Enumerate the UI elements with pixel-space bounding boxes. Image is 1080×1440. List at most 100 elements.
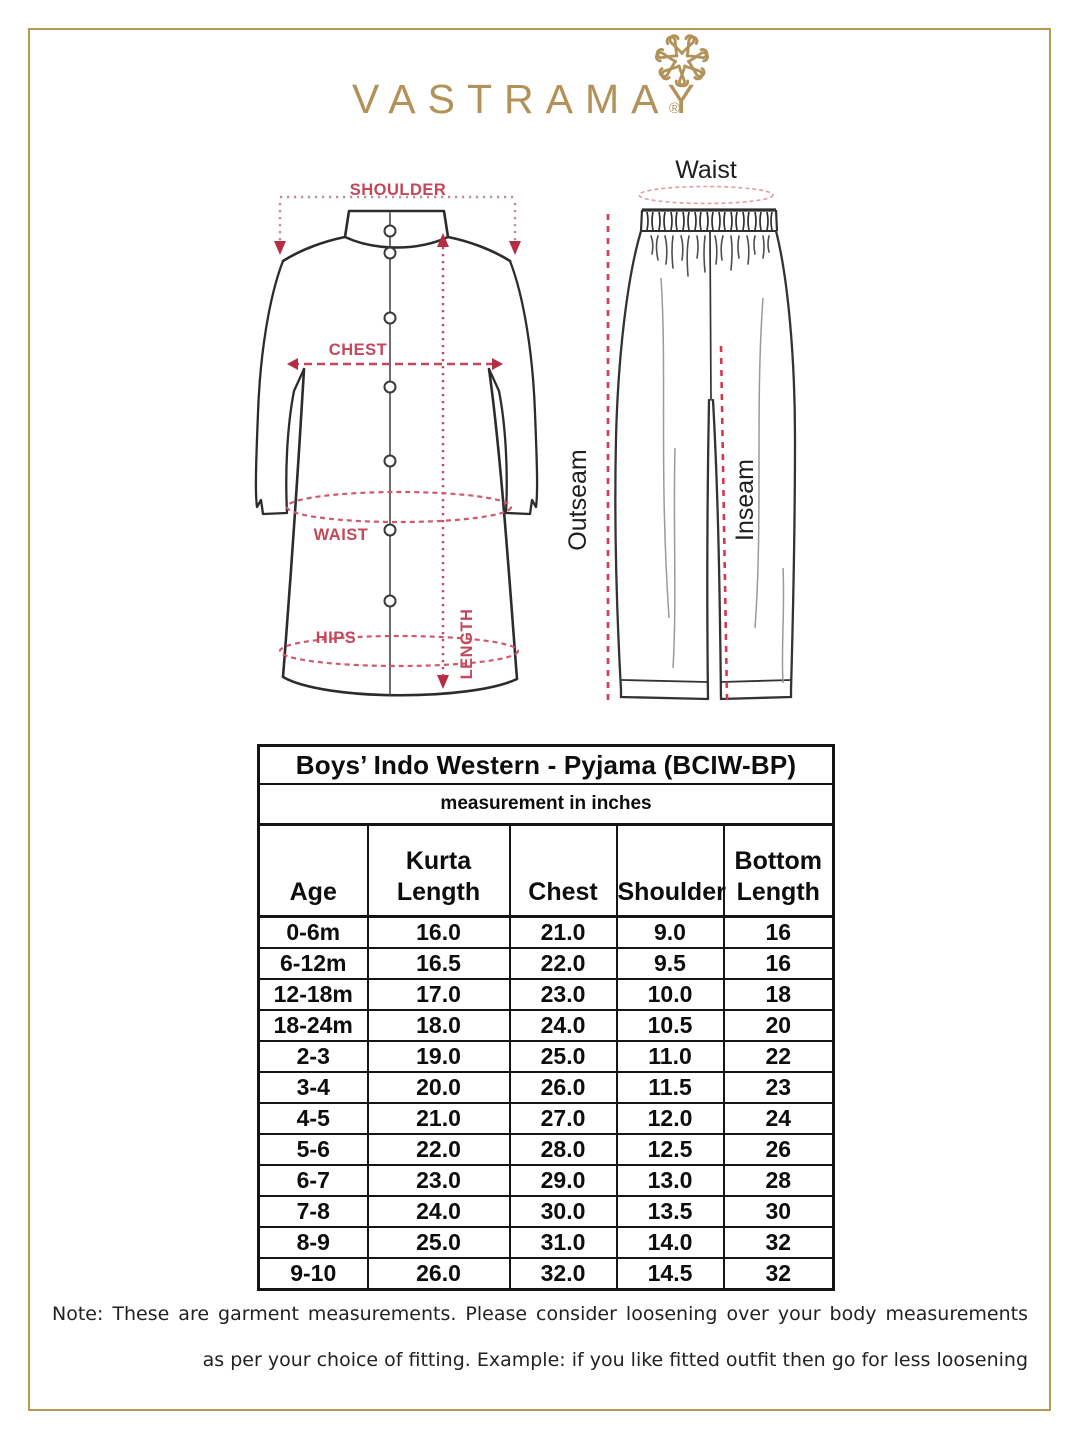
cell-kurta-length: 16.5 <box>366 947 511 980</box>
cell-chest: 25.0 <box>508 1040 618 1073</box>
table-row: 5-6 22.0 28.0 12.5 26 <box>257 1133 835 1166</box>
cell-chest: 24.0 <box>508 1009 618 1042</box>
cell-kurta-length: 21.0 <box>366 1102 511 1135</box>
cell-age: 0-6m <box>257 915 369 949</box>
cell-shoulder: 11.0 <box>615 1040 725 1073</box>
table-row: 4-5 21.0 27.0 12.0 24 <box>257 1102 835 1135</box>
cell-bottom-length: 16 <box>722 915 835 949</box>
size-table-subtitle-row: measurement in inches <box>257 783 835 826</box>
cell-shoulder: 12.0 <box>615 1102 725 1135</box>
cell-chest: 23.0 <box>508 978 618 1011</box>
table-row: 2-3 19.0 25.0 11.0 22 <box>257 1040 835 1073</box>
cell-bottom-length: 26 <box>722 1133 835 1166</box>
cell-shoulder: 13.0 <box>615 1164 725 1197</box>
cell-age: 6-12m <box>257 947 369 980</box>
cell-shoulder: 10.5 <box>615 1009 725 1042</box>
cell-bottom-length: 20 <box>722 1009 835 1042</box>
column-header-shoulder: Shoulder <box>615 823 726 918</box>
cell-chest: 30.0 <box>508 1195 618 1228</box>
size-table-title: Boys’ Indo Western - Pyjama (BCIW-BP) <box>257 744 835 785</box>
cell-kurta-length: 19.0 <box>366 1040 511 1073</box>
pyjama-waist-label: Waist <box>675 156 737 184</box>
size-table-title-row: Boys’ Indo Western - Pyjama (BCIW-BP) <box>257 744 835 785</box>
cell-age: 12-18m <box>257 978 369 1011</box>
column-header-bottom-length: Bottom Length <box>722 823 835 918</box>
table-row: 6-12m 16.5 22.0 9.5 16 <box>257 947 835 980</box>
pyjama-inseam-label: Inseam <box>731 459 759 541</box>
cell-chest: 26.0 <box>508 1071 618 1104</box>
kurta-waist-label: WAIST <box>314 526 369 544</box>
cell-age: 8-9 <box>257 1226 369 1259</box>
cell-chest: 32.0 <box>508 1257 618 1291</box>
column-header-chest: Chest <box>508 823 618 918</box>
kurta-measurement-diagram: SHOULDER CHEST WAIST HIPS LENGTH <box>254 181 539 697</box>
cell-shoulder: 9.5 <box>615 947 725 980</box>
kurta-collar <box>343 209 450 239</box>
cell-kurta-length: 26.0 <box>366 1257 511 1291</box>
cell-age: 2-3 <box>257 1040 369 1073</box>
cell-bottom-length: 18 <box>722 978 835 1011</box>
table-row: 7-8 24.0 30.0 13.5 30 <box>257 1195 835 1228</box>
kurta-buttons <box>383 224 397 608</box>
cell-bottom-length: 30 <box>722 1195 835 1228</box>
note-line-1: Note: These are garment measurements. Pl… <box>52 1303 1028 1325</box>
size-table: Boys’ Indo Western - Pyjama (BCIW-BP) me… <box>257 744 836 1291</box>
cell-chest: 29.0 <box>508 1164 618 1197</box>
column-header-kurta-length: Kurta Length <box>366 823 511 918</box>
kurta-length-label: LENGTH <box>458 609 476 680</box>
column-header-age: Age <box>257 823 369 918</box>
table-row: 9-10 26.0 32.0 14.5 32 <box>257 1257 835 1291</box>
table-row: 3-4 20.0 26.0 11.5 23 <box>257 1071 835 1104</box>
size-table-header-row: Age Kurta Length Chest Shoulder Bottom L… <box>257 823 835 918</box>
pyjama-measurement-diagram: Waist Outseam Inseam <box>564 156 797 704</box>
cell-bottom-length: 24 <box>722 1102 835 1135</box>
cell-kurta-length: 17.0 <box>366 978 511 1011</box>
cell-age: 3-4 <box>257 1071 369 1104</box>
cell-kurta-length: 16.0 <box>366 915 511 949</box>
cell-age: 7-8 <box>257 1195 369 1228</box>
brand-wordmark: VASTRAMAY <box>352 76 707 122</box>
table-row: 0-6m 16.0 21.0 9.0 16 <box>257 915 835 949</box>
cell-age: 4-5 <box>257 1102 369 1135</box>
cell-bottom-length: 16 <box>722 947 835 980</box>
cell-age: 6-7 <box>257 1164 369 1197</box>
cell-kurta-length: 24.0 <box>366 1195 511 1228</box>
cell-kurta-length: 25.0 <box>366 1226 511 1259</box>
kurta-chest-label: CHEST <box>329 341 387 359</box>
pyjama-outseam-label: Outseam <box>564 449 592 550</box>
table-row: 18-24m 18.0 24.0 10.5 20 <box>257 1009 835 1042</box>
gold-border-frame <box>28 28 1051 1411</box>
cell-shoulder: 10.0 <box>615 978 725 1011</box>
cell-chest: 22.0 <box>508 947 618 980</box>
cell-shoulder: 12.5 <box>615 1133 725 1166</box>
kurta-hips-label: HIPS <box>316 629 357 647</box>
table-row: 6-7 23.0 29.0 13.0 28 <box>257 1164 835 1197</box>
cell-shoulder: 11.5 <box>615 1071 725 1104</box>
table-row: 12-18m 17.0 23.0 10.0 18 <box>257 978 835 1011</box>
cell-chest: 21.0 <box>508 915 618 949</box>
cell-bottom-length: 22 <box>722 1040 835 1073</box>
cell-chest: 27.0 <box>508 1102 618 1135</box>
cell-shoulder: 13.5 <box>615 1195 725 1228</box>
brand-flower-icon <box>654 34 710 89</box>
cell-shoulder: 9.0 <box>615 915 725 949</box>
cell-bottom-length: 28 <box>722 1164 835 1197</box>
cell-shoulder: 14.0 <box>615 1226 725 1259</box>
cell-kurta-length: 18.0 <box>366 1009 511 1042</box>
cell-age: 9-10 <box>257 1257 369 1291</box>
cell-bottom-length: 32 <box>722 1226 835 1259</box>
cell-kurta-length: 22.0 <box>366 1133 511 1166</box>
cell-kurta-length: 20.0 <box>366 1071 511 1104</box>
cell-bottom-length: 23 <box>722 1071 835 1104</box>
cell-shoulder: 14.5 <box>615 1257 725 1291</box>
size-table-subtitle: measurement in inches <box>257 783 835 826</box>
cell-age: 5-6 <box>257 1133 369 1166</box>
cell-kurta-length: 23.0 <box>366 1164 511 1197</box>
kurta-shoulder-label: SHOULDER <box>350 181 447 199</box>
registered-trademark-symbol: ® <box>669 100 681 117</box>
cell-age: 18-24m <box>257 1009 369 1042</box>
table-row: 8-9 25.0 31.0 14.0 32 <box>257 1226 835 1259</box>
cell-chest: 31.0 <box>508 1226 618 1259</box>
cell-chest: 28.0 <box>508 1133 618 1166</box>
